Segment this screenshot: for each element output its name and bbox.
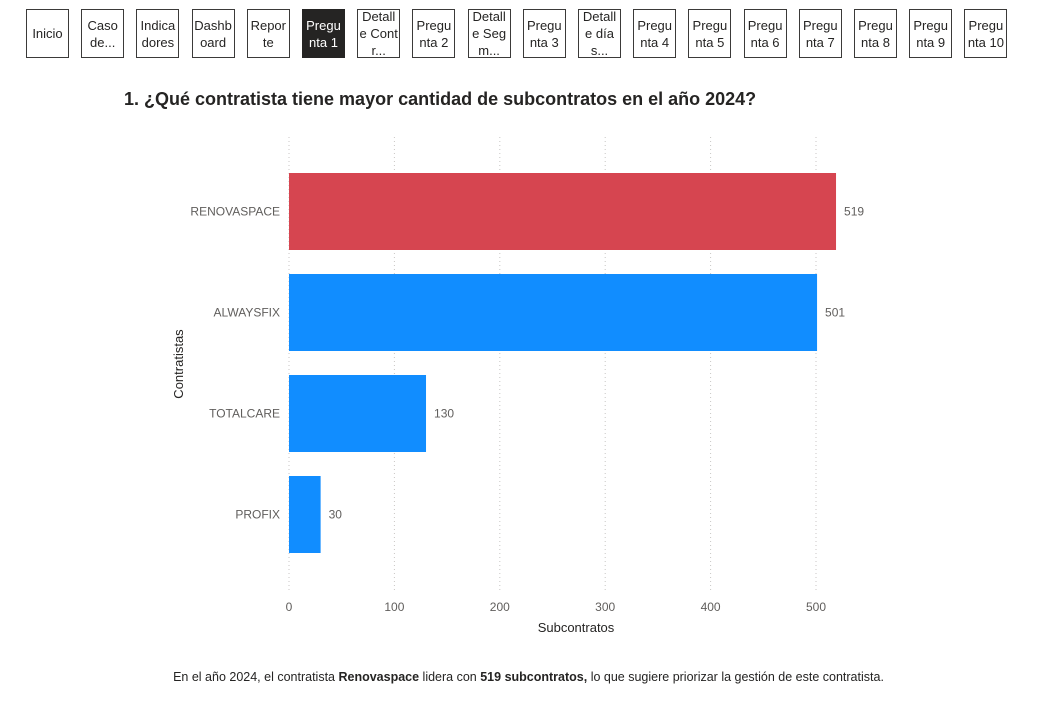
nav-button-label: Detalle Contr... <box>359 9 398 58</box>
bar-chart: 0 100 200 300 400 500 RENOVASPACE 519 ALWAYSFIX 5… <box>171 137 864 635</box>
nav-button[interactable]: Pregunta 5 <box>688 9 732 58</box>
nav-button[interactable]: Caso de... <box>81 9 125 58</box>
x-tick-label: 0 <box>286 600 293 614</box>
x-tick-label: 400 <box>701 600 721 614</box>
data-label: 501 <box>825 306 845 320</box>
nav-button[interactable]: Detalle días... <box>578 9 621 58</box>
insight-text-part: lidera con <box>419 670 481 684</box>
nav-button-label: Pregunta 4 <box>637 17 673 50</box>
x-tick-label: 500 <box>806 600 826 614</box>
nav-button-label: Indicadores <box>140 17 176 50</box>
category-label: TOTALCARE <box>209 407 280 421</box>
nav-button-label: Pregunta 5 <box>692 17 728 50</box>
nav-button-label: Pregunta 10 <box>967 17 1004 50</box>
insight-contractor: Renovaspace <box>338 670 420 684</box>
insight-text-part: lo que sugiere priorizar la gestión de e… <box>587 670 884 684</box>
x-tick-label: 300 <box>595 600 615 614</box>
nav-button[interactable]: Pregunta 3 <box>522 9 566 58</box>
nav-button-label: Pregunta 7 <box>802 17 838 50</box>
insight-text-part: En el año 2024, el contratista <box>173 670 339 684</box>
bar <box>289 476 321 553</box>
nav-button-label: Pregunta 3 <box>526 17 562 50</box>
nav-button[interactable]: Detalle Contr... <box>357 9 401 58</box>
chart-title: 1. ¿Qué contratista tiene mayor cantidad… <box>124 89 757 109</box>
insight-count: 519 subcontratos, <box>480 670 588 684</box>
nav-button[interactable]: Pregunta 10 <box>964 9 1008 58</box>
data-label: 130 <box>434 407 454 421</box>
data-label: 30 <box>329 508 343 522</box>
nav-button-label: Pregunta 9 <box>913 17 949 50</box>
nav-button[interactable]: Indicadores <box>136 9 180 58</box>
data-label: 519 <box>844 205 864 219</box>
category-label: RENOVASPACE <box>190 205 280 219</box>
nav-button-label: Inicio <box>32 26 63 41</box>
insight-text: En el año 2024, el contratista Renovaspa… <box>0 670 1057 684</box>
nav-button-label: Pregunta 2 <box>416 17 452 50</box>
y-axis-title: Contratistas <box>171 329 186 399</box>
nav-button-label: Pregunta 6 <box>747 17 783 50</box>
nav-button[interactable]: Reporte <box>246 9 290 58</box>
nav-button-label: Detalle días... <box>582 9 617 58</box>
x-axis-title: Subcontratos <box>538 620 615 635</box>
category-label: PROFIX <box>235 508 280 522</box>
bar <box>289 375 427 452</box>
nav-button[interactable]: Pregunta 2 <box>412 9 456 58</box>
nav-button-label: Pregunta 8 <box>858 17 893 50</box>
nav-button-label: Dashboard <box>194 17 232 50</box>
nav-button[interactable]: Pregunta 7 <box>798 9 842 58</box>
nav-button-label: Detalle Segm... <box>472 9 507 58</box>
nav-button[interactable]: Inicio <box>26 9 69 58</box>
bar <box>289 173 837 250</box>
nav-button-label: Caso de... <box>87 17 118 50</box>
nav-button[interactable]: Pregunta 8 <box>854 9 897 58</box>
x-tick-label: 200 <box>490 600 510 614</box>
nav-button[interactable]: Detalle Segm... <box>467 9 511 58</box>
nav-button-label: Reporte <box>250 17 286 50</box>
nav-button[interactable]: Pregunta 6 <box>743 9 787 58</box>
category-label: ALWAYSFIX <box>214 306 280 320</box>
nav-button[interactable]: Pregunta 1 <box>302 9 345 58</box>
nav-button[interactable]: Pregunta 4 <box>633 9 677 58</box>
nav-button[interactable]: Pregunta 9 <box>909 9 953 58</box>
nav-button[interactable]: Dashboard <box>191 9 235 58</box>
bar <box>289 274 818 351</box>
x-tick-label: 100 <box>384 600 404 614</box>
nav-button-label: Pregunta 1 <box>306 17 341 50</box>
